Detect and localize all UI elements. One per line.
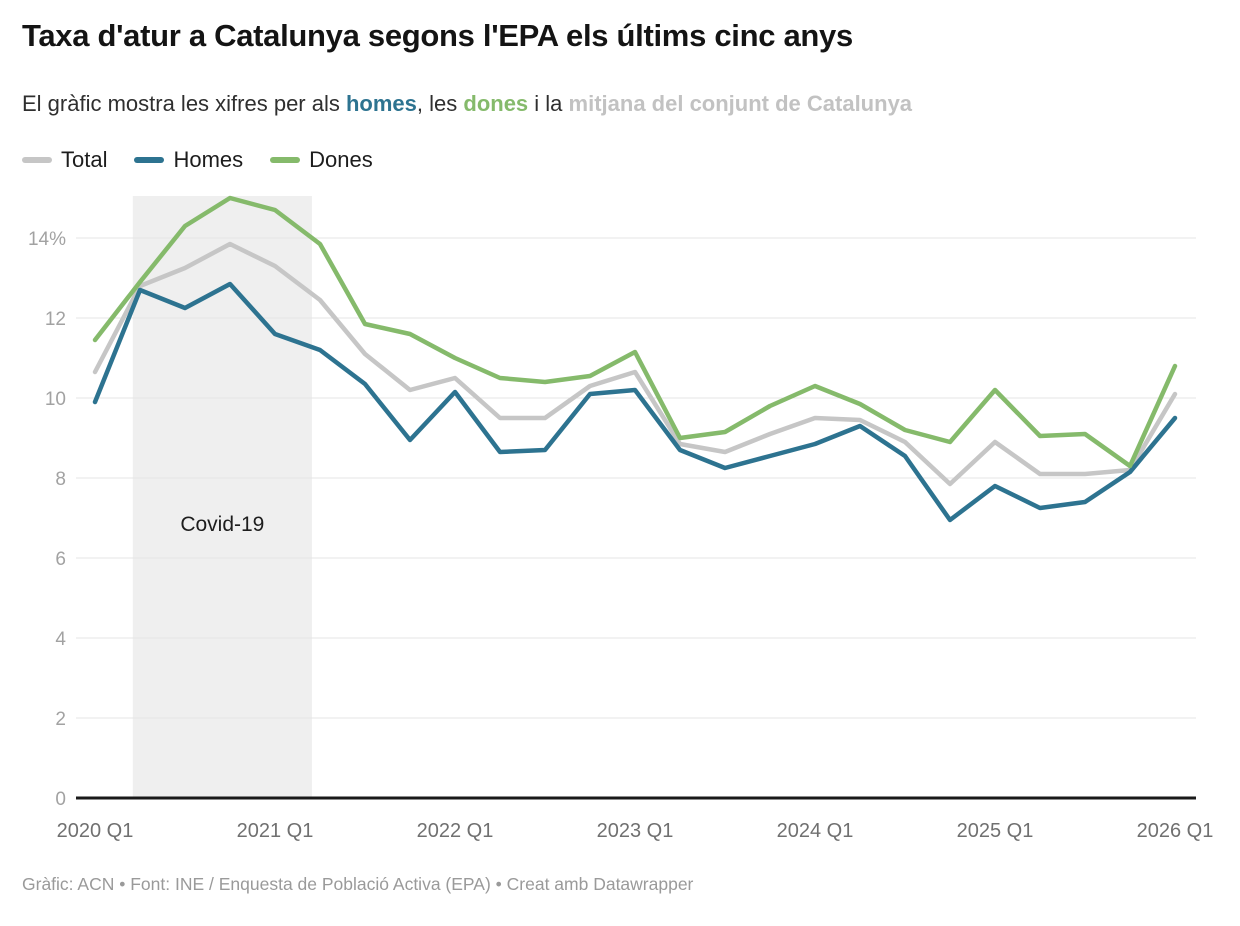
- chart-title: Taxa d'atur a Catalunya segons l'EPA els…: [22, 18, 853, 53]
- y-axis-label: 0: [55, 789, 66, 810]
- x-axis-label: 2021 Q1: [237, 820, 314, 842]
- line-chart-canvas: 0 2 4 6 8 10 12 14% Covid-19 2020 Q1 2021 Q1 2022 Q…: [28, 195, 1214, 842]
- series-line-dones: [92, 195, 1178, 469]
- y-axis-label: 2: [55, 709, 66, 730]
- chart-footer: Gràfic: ACN • Font: INE / Enquesta de Po…: [22, 874, 694, 894]
- subtitle-dones-highlight: dones: [463, 91, 529, 116]
- legend-item-dones: Dones: [270, 147, 373, 173]
- legend-swatch-homes: [134, 157, 165, 163]
- legend-swatch-dones: [270, 157, 301, 163]
- x-axis-label: 2026 Q1: [1137, 820, 1214, 842]
- subtitle-text-3: i la: [528, 91, 569, 116]
- legend-label-dones: Dones: [309, 147, 373, 172]
- x-axis-label: 2025 Q1: [957, 820, 1034, 842]
- subtitle-homes-highlight: homes: [345, 91, 417, 116]
- x-axis-label: 2023 Q1: [597, 820, 674, 842]
- x-axis-label: 2022 Q1: [417, 820, 494, 842]
- y-axis-label: 14%: [28, 229, 66, 250]
- legend-item-homes: Homes: [134, 147, 243, 173]
- subtitle-text-1: El gràfic mostra les xifres per als: [22, 91, 346, 116]
- y-axis-label: 10: [45, 389, 66, 410]
- y-axis-label: 12: [45, 309, 66, 330]
- series-line-total: [92, 241, 1178, 487]
- chart-subtitle: El gràfic mostra les xifres per als home…: [22, 91, 912, 117]
- covid-annotation-label: Covid-19: [180, 513, 264, 536]
- legend-item-total: Total: [22, 147, 107, 173]
- legend: Total Homes Dones: [22, 147, 373, 173]
- subtitle-text-2: , les: [416, 91, 464, 116]
- y-axis-label: 8: [55, 469, 66, 490]
- series-line-homes: [92, 281, 1178, 523]
- x-axis-label: 2024 Q1: [777, 820, 854, 842]
- x-axis-label: 2020 Q1: [57, 820, 134, 842]
- covid-band: [132, 196, 312, 798]
- legend-label-homes: Homes: [173, 147, 244, 172]
- subtitle-mitjana-highlight: mitjana del conjunt de Catalunya: [568, 91, 913, 116]
- legend-swatch-total: [22, 157, 52, 163]
- y-axis-label: 4: [55, 629, 66, 650]
- y-axis-label: 6: [55, 549, 66, 570]
- legend-label-total: Total: [61, 147, 108, 172]
